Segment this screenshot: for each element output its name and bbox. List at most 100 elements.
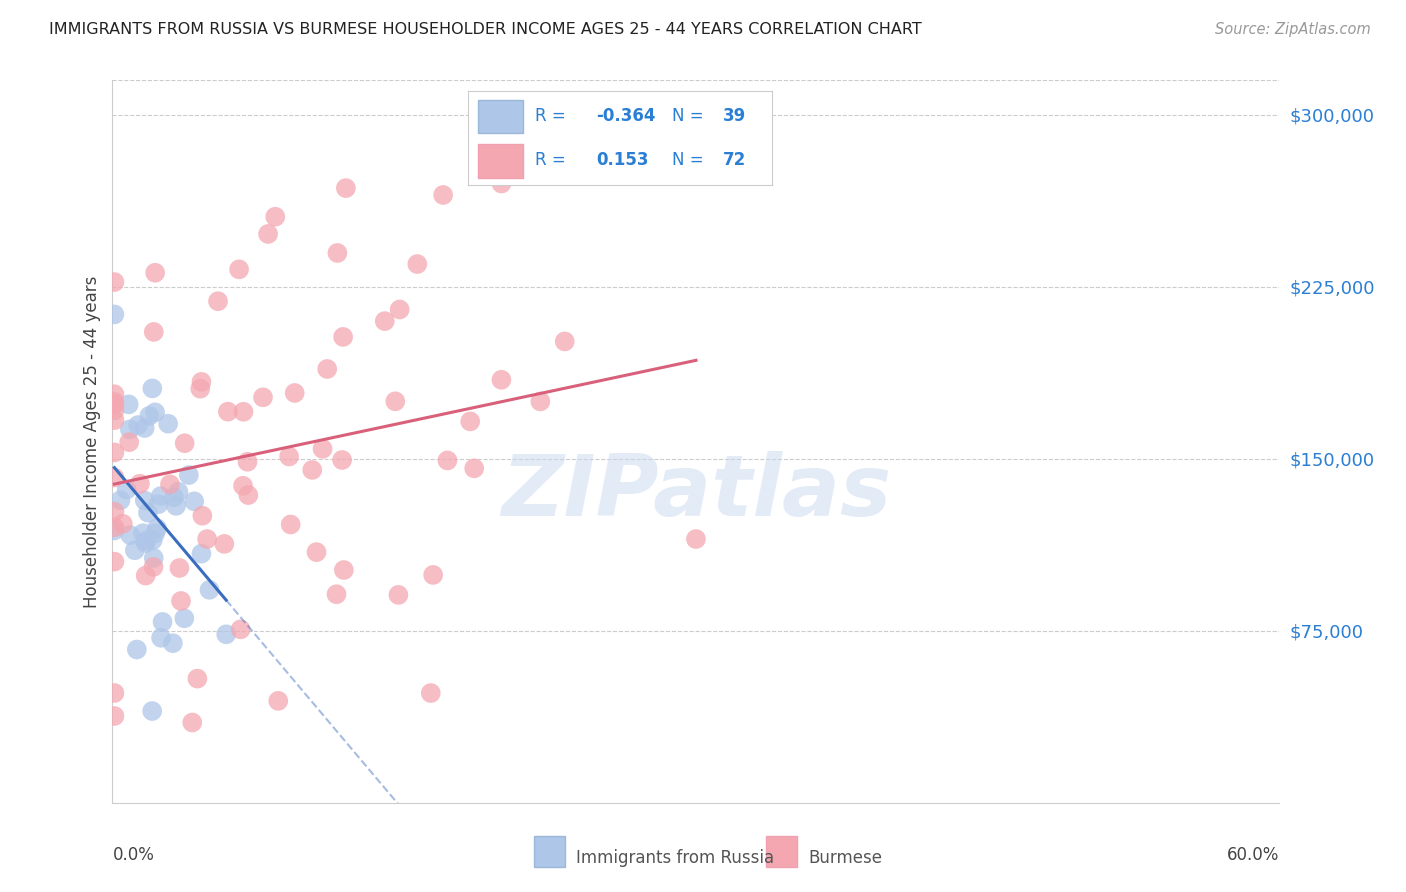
Point [103, 397, 125, 411]
Point [458, 414, 481, 428]
Point [115, 483, 138, 497]
Point [135, 568, 157, 582]
Point [103, 505, 125, 519]
Point [135, 533, 157, 548]
Point [167, 484, 190, 499]
Point [118, 435, 141, 450]
Point [229, 623, 252, 637]
Point [103, 709, 125, 723]
Point [214, 537, 236, 551]
Point [120, 528, 142, 542]
Point [183, 494, 205, 508]
Point [146, 521, 169, 535]
Point [103, 413, 125, 427]
Point [136, 506, 159, 520]
Point [142, 559, 165, 574]
Point [141, 704, 163, 718]
Text: 0.0%: 0.0% [112, 847, 155, 864]
Point [316, 362, 339, 376]
Point [103, 307, 125, 321]
Point [165, 499, 187, 513]
Point [157, 417, 180, 431]
Point [142, 551, 165, 566]
Point [169, 561, 191, 575]
Point [143, 266, 166, 280]
Point [326, 246, 349, 260]
Point [103, 686, 125, 700]
Point [177, 468, 200, 483]
Point [333, 563, 356, 577]
Point [162, 636, 184, 650]
Point [173, 611, 195, 625]
Point [436, 453, 458, 467]
Point [228, 262, 250, 277]
Point [685, 532, 707, 546]
Point [335, 181, 357, 195]
Point [134, 493, 156, 508]
Point [103, 403, 125, 417]
Point [124, 543, 146, 558]
Text: IMMIGRANTS FROM RUSSIA VS BURMESE HOUSEHOLDER INCOME AGES 25 - 44 YEARS CORRELAT: IMMIGRANTS FROM RUSSIA VS BURMESE HOUSEH… [49, 22, 922, 37]
Text: Burmese: Burmese [808, 849, 883, 867]
Point [419, 686, 441, 700]
Point [387, 588, 409, 602]
Point [152, 615, 174, 629]
Point [134, 421, 156, 435]
Point [103, 524, 125, 538]
Point [132, 526, 155, 541]
Point [188, 382, 211, 396]
Point [388, 302, 411, 317]
Point [252, 390, 274, 404]
Point [103, 395, 125, 409]
Point [186, 672, 208, 686]
Point [432, 188, 454, 202]
Point [127, 418, 149, 433]
Point [267, 694, 290, 708]
Point [190, 375, 212, 389]
Point [238, 488, 260, 502]
Point [145, 526, 167, 541]
Point [236, 455, 259, 469]
Point [198, 582, 221, 597]
Point [406, 257, 429, 271]
Point [330, 453, 353, 467]
Text: ZIPatlas: ZIPatlas [501, 450, 891, 533]
Point [215, 627, 238, 641]
Point [128, 476, 150, 491]
Point [103, 387, 125, 401]
Point [103, 470, 125, 484]
Point [491, 177, 513, 191]
Point [143, 405, 166, 419]
Point [150, 631, 173, 645]
Point [103, 520, 125, 534]
Point [257, 227, 280, 241]
Point [529, 394, 551, 409]
Point [103, 275, 125, 289]
Point [103, 445, 125, 459]
Point [280, 517, 302, 532]
Point [141, 381, 163, 395]
Point [181, 715, 204, 730]
Text: 60.0%: 60.0% [1227, 847, 1279, 864]
Point [142, 533, 165, 548]
Point [118, 422, 141, 436]
Point [463, 461, 485, 475]
Point [170, 594, 193, 608]
Point [374, 314, 396, 328]
Point [103, 555, 125, 569]
Point [149, 489, 172, 503]
Point [195, 532, 218, 546]
Point [142, 325, 165, 339]
Point [111, 516, 134, 531]
Y-axis label: Householder Income Ages 25 - 44 years: Householder Income Ages 25 - 44 years [83, 276, 101, 607]
Point [491, 373, 513, 387]
Point [190, 547, 212, 561]
Point [278, 450, 301, 464]
Point [110, 493, 132, 508]
Point [125, 642, 148, 657]
Point [173, 436, 195, 450]
Text: Source: ZipAtlas.com: Source: ZipAtlas.com [1215, 22, 1371, 37]
Point [284, 386, 307, 401]
Point [191, 508, 214, 523]
Point [148, 497, 170, 511]
